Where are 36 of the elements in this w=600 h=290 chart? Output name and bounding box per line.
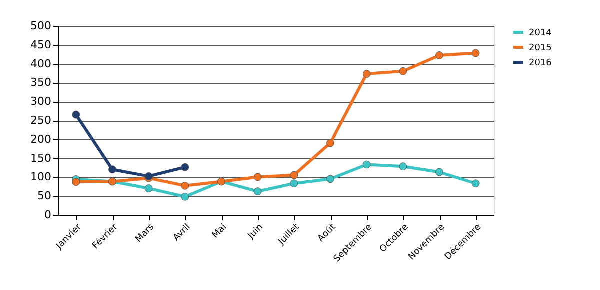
point [181,182,190,190]
point [72,110,80,119]
legend-label: 2015 [529,44,552,54]
point [399,67,408,76]
y-tick-label: 450 [30,38,52,52]
point [72,178,80,186]
y-tick-label: 0 [44,208,52,222]
point [144,184,153,192]
point [362,160,371,169]
point [290,180,298,188]
y-tick-label: 350 [30,76,52,90]
point [181,192,190,201]
point [436,168,444,176]
point [436,52,444,60]
y-tick-label: 400 [30,57,52,70]
point [326,175,334,184]
x-tick-label: Mai [210,222,230,241]
point [290,171,298,180]
point [108,166,116,174]
y-tick-label: 50 [38,190,52,203]
y-tick-label: 500 [30,20,52,32]
point [472,49,480,58]
y-tick-label: 250 [30,114,52,127]
point [254,173,262,182]
point [472,180,480,188]
point [254,188,262,196]
legend-label: 2014 [529,28,552,38]
point [326,139,334,148]
y-tick-label: 200 [30,132,52,146]
point [399,162,408,171]
legend-label: 2016 [529,58,552,68]
y-tick-label: 100 [30,170,52,184]
y-tick-label: 150 [30,152,52,165]
y-tick-label: 300 [30,95,52,108]
point [181,163,190,172]
point [362,70,371,78]
